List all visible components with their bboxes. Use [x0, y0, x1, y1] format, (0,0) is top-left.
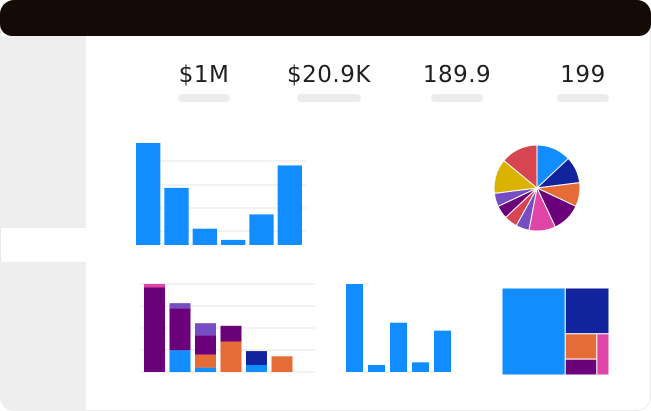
bar-segment [169, 303, 191, 309]
treemap-tile [501, 287, 566, 376]
bar [390, 322, 407, 372]
treemap-tile [564, 287, 610, 335]
bar-segment [144, 284, 165, 288]
bar [136, 143, 161, 245]
bar [221, 239, 246, 245]
treemap-tile [564, 333, 598, 360]
bar-segment [220, 325, 242, 342]
bar-segment [195, 335, 216, 355]
treemap-tile [596, 333, 610, 376]
bar-segment [246, 365, 267, 372]
bar [346, 284, 363, 372]
top-bar [0, 0, 651, 36]
bar [249, 214, 274, 245]
bar [368, 364, 385, 372]
stacked-column-chart[interactable] [140, 283, 315, 373]
bar-segment [195, 323, 216, 336]
kpi-value: 189.9 [422, 62, 492, 88]
bar [192, 228, 217, 245]
kpi-value: 199 [560, 62, 606, 88]
kpi-card-revenue[interactable]: $1M [172, 62, 236, 102]
pie-chart[interactable] [493, 144, 581, 232]
bar-segment [144, 287, 165, 372]
bar-segment [169, 350, 191, 372]
kpi-value: $20.9K [287, 62, 371, 88]
side-panel-bottom [0, 262, 86, 411]
bar [434, 330, 451, 372]
bar [412, 362, 429, 372]
side-panel-top [0, 36, 86, 228]
kpi-card-metric[interactable]: 189.9 [420, 62, 494, 102]
kpi-label-placeholder [431, 94, 483, 102]
kpi-label-placeholder [297, 94, 361, 102]
column-chart-top[interactable] [136, 143, 306, 245]
bar-segment [169, 308, 191, 351]
bar-segment [195, 354, 216, 368]
bar [164, 187, 189, 245]
treemap-tile [564, 358, 598, 376]
bar-segment [271, 356, 293, 372]
kpi-label-placeholder [557, 94, 609, 102]
bar-segment [246, 351, 267, 366]
column-chart-bottom[interactable] [346, 284, 451, 372]
bar-segment [220, 341, 242, 372]
kpi-value: $1M [178, 62, 230, 88]
pie-slice [503, 144, 538, 190]
kpi-card-count[interactable]: 199 [555, 62, 611, 102]
treemap-chart[interactable] [501, 287, 610, 376]
kpi-label-placeholder [178, 94, 230, 102]
bar-segment [195, 367, 216, 372]
kpi-card-average[interactable]: $20.9K [287, 62, 371, 102]
bar [277, 165, 302, 245]
